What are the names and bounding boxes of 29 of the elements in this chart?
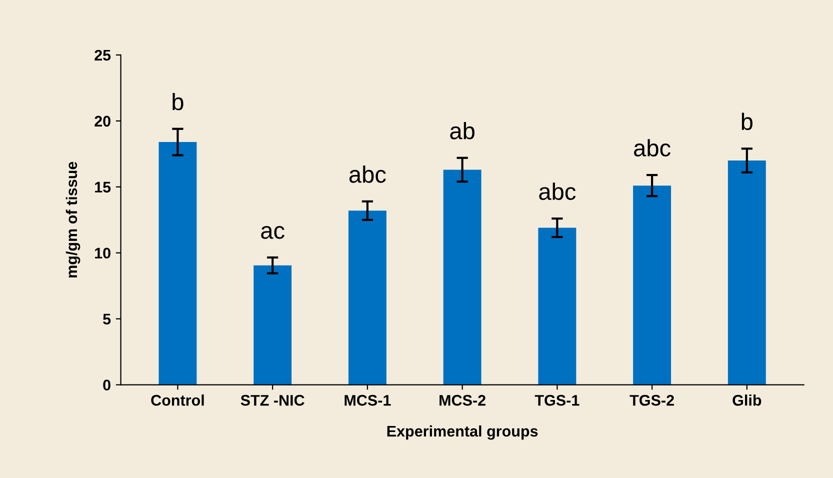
annotation: abc: [539, 182, 576, 200]
x-tick-label: Glib: [732, 394, 762, 406]
annotation: ac: [261, 226, 284, 239]
annotation: b: [742, 112, 752, 130]
y-axis-title: mg/gm of tissue: [66, 162, 80, 278]
x-tick-label: MCS-1: [344, 394, 391, 406]
annotation: abc: [349, 166, 386, 183]
bar: [443, 170, 482, 385]
annotation: b: [172, 92, 184, 110]
y-tick-label: 0: [103, 380, 110, 390]
y-tick-label: 5: [103, 314, 111, 325]
annotation: ab: [450, 122, 474, 140]
x-tick-label: Control: [151, 394, 204, 406]
y-tick-label: 20: [94, 116, 110, 127]
bar: [538, 228, 576, 385]
x-tick-label: TGS-2: [630, 394, 674, 406]
x-tick-label: STZ -NIC: [240, 394, 304, 406]
bar: [348, 210, 386, 385]
annotation: abc: [634, 139, 670, 156]
x-tick-label: MCS-2: [440, 394, 486, 406]
x-axis-title: Experimental groups: [387, 425, 538, 440]
y-tick-label: 15: [95, 182, 111, 193]
bar: [158, 142, 197, 385]
bar: [254, 265, 292, 385]
x-tick-label: TGS-1: [534, 394, 580, 406]
bar: [633, 186, 672, 385]
y-tick-label: 10: [95, 248, 110, 259]
bar: [728, 160, 766, 385]
y-tick-label: 25: [94, 50, 111, 61]
